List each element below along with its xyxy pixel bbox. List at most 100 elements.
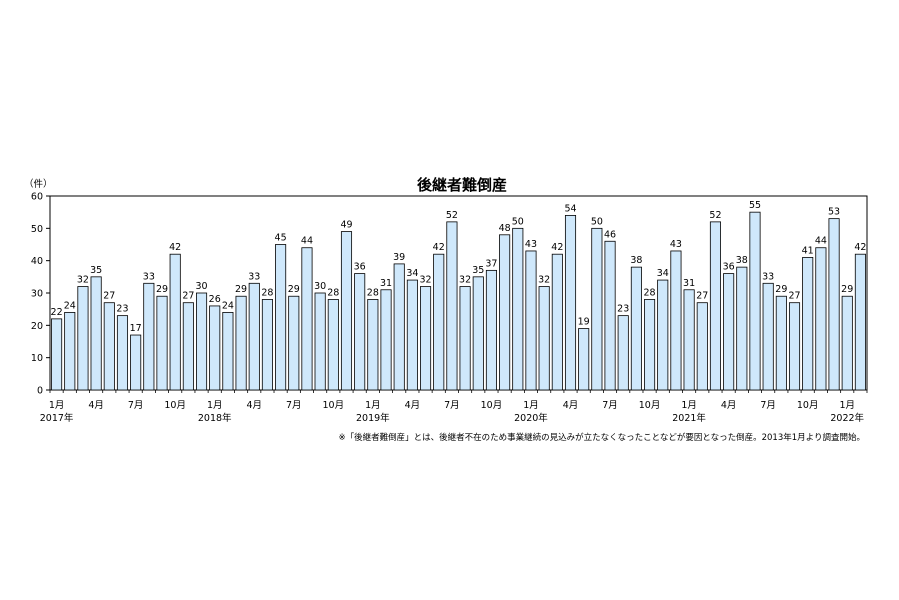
bar [209,305,221,391]
x-tick-label: 1月 [839,400,855,411]
x-tick-label: 4月 [246,400,262,411]
bar [77,286,89,391]
data-label: 52 [709,210,721,221]
bar [564,214,577,391]
data-label: 32 [538,275,550,286]
bar [854,253,866,391]
year-label: 2020年 [514,412,548,424]
bar [182,302,194,391]
bar [749,211,761,391]
bar [485,269,497,391]
y-tick-label: 40 [31,256,43,267]
bar [301,247,313,391]
data-label: 29 [775,284,787,295]
data-label: 19 [578,317,590,328]
year-label: 2021年 [672,412,706,424]
y-tick-label: 50 [31,224,43,235]
bar [367,299,379,391]
bar-series [51,211,866,391]
y-tick-label: 0 [37,386,43,397]
bar [775,295,787,391]
data-label: 43 [670,239,682,250]
x-tick-label: 7月 [602,400,618,411]
data-label: 39 [393,252,405,263]
x-tick-label: 7月 [760,400,776,411]
data-label: 30 [195,281,207,292]
x-tick-label: 7月 [128,400,144,411]
bar [327,299,339,391]
data-label: 32 [77,275,89,286]
bar [604,240,616,391]
data-label: 28 [327,287,339,298]
x-axis: 1月 4月 7月 10月 1月 4月 7月 10月 1月 4月 7月 10月 1月 4月 7月 10月 1月 4月… [40,390,868,424]
bar [340,231,353,391]
bar [538,286,550,391]
data-label: 27 [788,291,800,302]
x-tick-label: 1月 [681,400,697,411]
data-label: 52 [446,210,458,221]
x-tick-label: 4月 [721,400,737,411]
x-tick-label: 7月 [286,400,302,411]
chart-title: 後継者難倒産 [416,176,507,194]
bar [617,315,629,391]
bar [762,282,774,391]
bar [196,292,208,391]
bar [116,315,129,391]
data-label: 50 [591,216,603,227]
data-label: 36 [723,262,735,273]
bar [248,282,260,391]
data-label: 44 [301,236,313,247]
data-label: 23 [116,304,128,315]
bar [788,302,801,391]
bar [630,266,642,391]
data-label: 27 [103,291,115,302]
data-label: 29 [841,284,853,295]
data-label: 22 [51,307,63,318]
data-label: 53 [828,207,840,218]
data-label: 41 [802,245,814,256]
data-label: 34 [657,268,669,279]
bar [169,253,181,391]
bar [551,253,563,391]
bar [512,227,524,391]
year-label: 2019年 [356,412,390,424]
bar [393,263,405,391]
x-tick-label: 1月 [365,400,381,411]
bar [657,279,669,391]
y-tick-label: 60 [31,192,43,203]
y-tick-label: 20 [31,321,43,332]
x-tick-label: 10月 [481,400,503,411]
x-tick-label: 4月 [405,400,421,411]
data-label: 31 [380,278,392,289]
data-label: 43 [525,239,537,250]
bar [841,295,853,391]
bar [736,266,748,391]
bar [723,273,735,391]
bar [90,276,102,391]
data-label: 48 [499,223,511,234]
data-label: 29 [156,284,168,295]
bar [275,244,287,391]
data-label: 46 [604,229,616,240]
bar [433,253,445,391]
data-label: 34 [406,268,418,279]
data-label: 29 [288,284,300,295]
data-label: 36 [354,262,366,273]
x-tick-label: 10月 [164,400,186,411]
bar [446,221,458,391]
data-label: 42 [433,242,445,253]
data-label: 42 [854,242,866,253]
data-label: 33 [762,271,774,282]
x-tick-label: 1月 [49,400,65,411]
data-label: 29 [235,284,247,295]
bar [683,289,695,391]
bar [103,302,115,391]
data-label: 33 [248,271,260,282]
x-tick-label: 1月 [523,400,539,411]
bar [815,247,827,391]
data-label: 23 [617,304,629,315]
data-label: 55 [749,200,761,211]
value-labels: 2224323527231733294227302624293328452944… [51,200,867,334]
data-label: 24 [64,300,76,311]
